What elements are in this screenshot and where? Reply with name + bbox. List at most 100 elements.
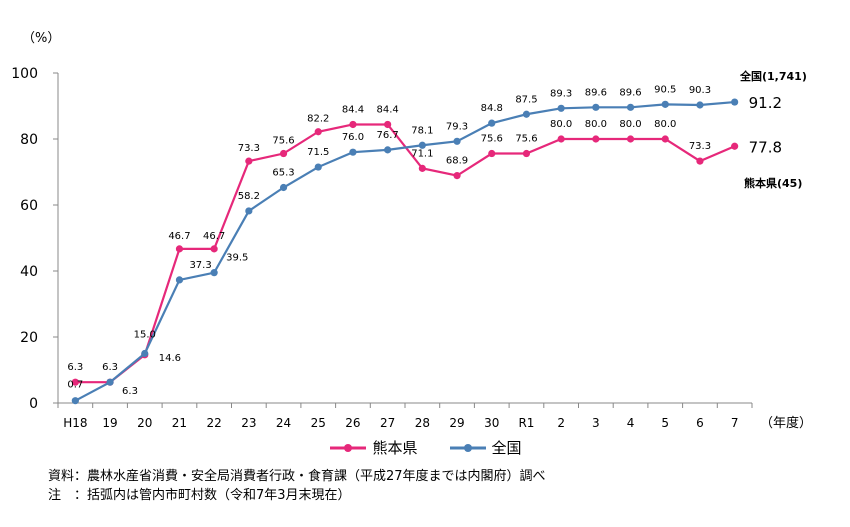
data-point-national (522, 110, 531, 118)
legend-item-kumamoto: 熊本県 (328, 437, 418, 458)
x-tick-label: 25 (311, 416, 326, 430)
data-point-national (453, 137, 461, 145)
data-label-national: 0.7 (67, 380, 83, 391)
x-tick-label: 30 (484, 416, 499, 430)
data-point-national (314, 163, 322, 171)
data-label-national: 79.3 (446, 121, 468, 132)
x-tick-label: 20 (137, 416, 152, 430)
legend-item-national: 全国 (448, 437, 522, 458)
y-tick-label: 60 (20, 198, 38, 214)
data-point-national (418, 141, 426, 149)
data-label-national: 89.3 (550, 88, 572, 99)
data-point-kumamoto (453, 172, 461, 180)
legend-label-national: 全国 (491, 439, 522, 457)
chart-legend: 熊本県 全国 (0, 437, 850, 458)
footnote: 注 ：括弧内は管内市町村数（令和7年3月末現在） (48, 488, 351, 503)
chart-axes (53, 72, 753, 408)
x-tick-label: 27 (380, 416, 395, 430)
x-tick-label: 22 (207, 416, 222, 430)
data-point-national (661, 100, 669, 108)
x-tick-label: 23 (241, 416, 256, 430)
data-point-national (626, 103, 635, 111)
data-label-national: 78.1 (411, 125, 433, 136)
data-point-kumamoto (696, 157, 704, 165)
data-point-kumamoto (488, 149, 496, 158)
data-point-kumamoto (210, 245, 218, 253)
source-note: 資料：農林水産省消費・安全局消費者行政・食育課（平成27年度までは内閣府）調べ (48, 469, 546, 484)
data-point-national (71, 397, 79, 405)
data-label-kumamoto: 6.3 (102, 362, 118, 373)
data-point-kumamoto (661, 135, 669, 143)
data-label-kumamoto: 84.4 (377, 104, 399, 115)
legend-label-kumamoto: 熊本県 (372, 439, 418, 457)
data-point-kumamoto (349, 120, 357, 129)
legend-swatch-kumamoto (330, 443, 367, 452)
data-point-kumamoto (731, 142, 739, 150)
data-label-kumamoto: 84.4 (342, 104, 364, 115)
data-label-kumamoto: 68.9 (446, 156, 468, 167)
data-label-national: 6.3 (122, 386, 138, 397)
x-tick-label: 7 (731, 416, 739, 430)
data-label-national: 90.3 (689, 85, 711, 96)
data-point-kumamoto (592, 135, 600, 143)
data-point-kumamoto (175, 245, 184, 253)
data-point-national (349, 148, 357, 156)
x-tick-label: 2 (557, 416, 565, 430)
chart-notes: 資料：農林水産省消費・安全局消費者行政・食育課（平成27年度までは内閣府）調べ … (48, 467, 546, 505)
data-point-national (141, 349, 149, 358)
data-label-national: 87.5 (515, 94, 537, 105)
data-label-kumamoto: 73.3 (238, 143, 260, 154)
data-point-kumamoto (314, 128, 322, 136)
data-point-national (557, 104, 565, 112)
series-line-national (74, 100, 735, 402)
y-tick-label: 40 (20, 264, 38, 280)
y-axis-unit-label: （%） (22, 31, 60, 46)
data-label-kumamoto: 80.0 (550, 119, 572, 130)
data-label-kumamoto: 46.7 (203, 231, 225, 242)
data-label-national: 84.8 (481, 103, 503, 114)
y-tick-label: 0 (29, 396, 38, 412)
data-label-national: 76.7 (377, 130, 399, 141)
data-point-kumamoto (71, 378, 79, 386)
x-tick-label: 26 (345, 416, 360, 430)
data-label-kumamoto: 14.6 (159, 353, 181, 364)
x-tick-label: 28 (415, 416, 430, 430)
series-name-national: 全国(1,741) (739, 69, 807, 83)
data-label-national: 89.6 (585, 87, 607, 98)
x-tick-label: R1 (518, 416, 534, 430)
data-label-kumamoto: 80.0 (654, 119, 676, 130)
data-point-national (731, 98, 739, 106)
x-tick-label: 5 (661, 416, 669, 430)
x-tick-label: 19 (102, 416, 117, 430)
data-label-national: 76.0 (342, 132, 364, 143)
legend-swatch-national (449, 443, 486, 452)
data-point-national (210, 269, 218, 277)
x-tick-label: 3 (592, 416, 600, 430)
x-tick-label: 24 (276, 416, 291, 430)
data-point-national (696, 101, 704, 109)
data-point-kumamoto (418, 164, 426, 172)
data-label-kumamoto: 75.6 (515, 134, 537, 145)
data-point-kumamoto (245, 157, 253, 165)
data-label-kumamoto: 73.3 (689, 141, 711, 152)
data-label-national: 71.5 (307, 147, 329, 158)
data-label-kumamoto: 6.3 (67, 362, 83, 373)
data-label-national: 15.0 (134, 330, 156, 341)
data-label-national: 39.5 (226, 253, 248, 264)
data-point-kumamoto (384, 120, 392, 129)
data-label-kumamoto: 80.0 (585, 119, 607, 130)
series-lines (71, 98, 739, 405)
data-label-national: 58.2 (238, 191, 260, 202)
data-label-national: 89.6 (619, 87, 641, 98)
data-point-national (279, 183, 288, 192)
x-tick-label: 4 (627, 416, 635, 430)
data-point-national (175, 276, 184, 284)
x-tick-label: 29 (449, 416, 464, 430)
data-label-kumamoto-end: 77.8 (749, 138, 782, 156)
data-point-national (592, 103, 600, 111)
x-tick-label: H18 (63, 416, 87, 430)
data-label-kumamoto: 46.7 (168, 231, 190, 242)
series-line-kumamoto (75, 123, 736, 384)
